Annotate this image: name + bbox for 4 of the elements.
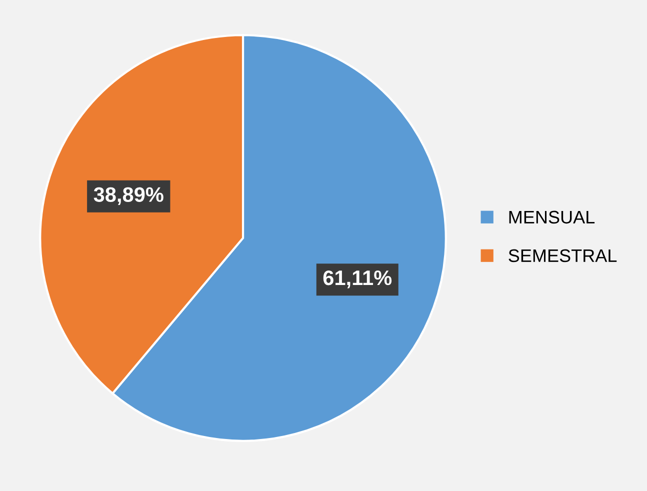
data-label: 61,11% [323,270,392,288]
legend-label: SEMESTRAL [508,249,617,262]
legend-label: MENSUAL [509,210,595,224]
data-label: 38,89% [94,187,164,205]
